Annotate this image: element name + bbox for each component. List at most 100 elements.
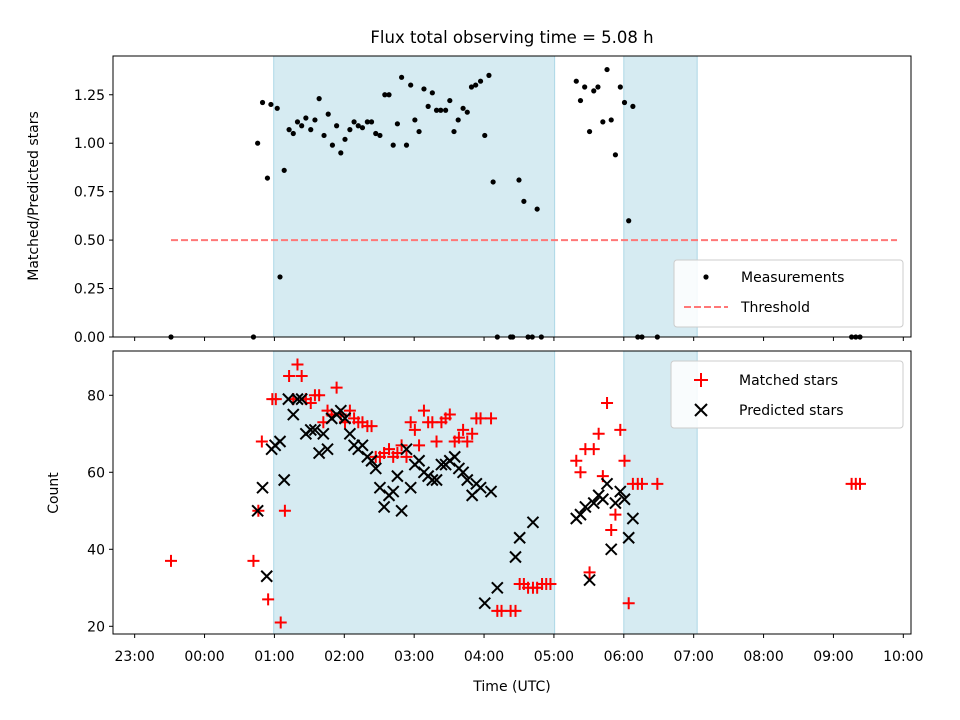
matched-star-point (544, 577, 557, 590)
predicted-star-point (321, 442, 334, 456)
measurement-point (277, 274, 283, 280)
x-tick-label: 08:00 (743, 649, 783, 665)
x-tick-label: 05:00 (534, 649, 574, 665)
measurement-point (255, 140, 261, 146)
ratio-legend-box (673, 259, 904, 328)
matched-star-point (365, 420, 378, 433)
predicted-star-point (484, 485, 498, 498)
matched-star-point (592, 427, 605, 440)
predicted-star-point (395, 504, 408, 517)
predicted-star-point (456, 466, 470, 479)
measurement-point (386, 92, 392, 98)
measurement-point (534, 206, 540, 212)
matched-star-point (247, 554, 260, 567)
measurement-point (447, 97, 453, 104)
ratio-x-axis-ticks (134, 337, 904, 341)
observing-band-0 (273, 55, 556, 338)
matched-star-point (601, 396, 614, 409)
measurement-point (347, 127, 353, 133)
predicted-star-point (526, 516, 540, 529)
predicted-star-point (626, 512, 640, 525)
predicted-star-point (291, 392, 304, 406)
predicted-star-point (256, 481, 269, 494)
measurement-point (359, 125, 366, 131)
measurement-point (403, 142, 410, 148)
predicted-star-point (491, 581, 504, 595)
count-y-tick-label: 60 (87, 465, 105, 481)
measurement-point (373, 130, 379, 137)
predicted-star-point (356, 439, 369, 452)
measurement-point (321, 132, 327, 139)
legend-predicted-label: Predicted stars (739, 403, 844, 419)
predicted-star-point (622, 531, 635, 544)
ratio-legend: Measurements Threshold (673, 259, 904, 328)
measurement-point (612, 152, 619, 158)
matched-star-point (330, 381, 343, 394)
count-y-tick-label: 40 (87, 542, 105, 558)
predicted-star-point (312, 446, 326, 460)
ratio-panel: 0.00 0.25 0.50 0.75 1.00 1.25 Matched/Predict… (26, 55, 912, 346)
predicted-star-point (461, 473, 474, 487)
measurement-point (294, 119, 301, 125)
predicted-star-point (412, 454, 426, 467)
legend-predicted-marker (694, 403, 708, 417)
ratio-y-axis-ticks: 0.00 0.25 0.50 0.75 1.00 1.25 (74, 88, 113, 346)
measurement-point (394, 121, 401, 127)
legend-measurements-marker (703, 274, 709, 280)
matched-star-point (609, 508, 622, 521)
x-axis-label: Time (UTC) (472, 679, 550, 695)
predicted-star-point (596, 493, 610, 506)
matched-star-point (618, 454, 631, 467)
predicted-star-point (260, 570, 273, 583)
measurement-point (630, 103, 636, 109)
predicted-star-point (277, 473, 291, 487)
matched-star-point (400, 450, 413, 463)
measurement-point (429, 90, 435, 96)
ratio-y-axis-label: Matched/Predicted stars (26, 111, 42, 281)
measurement-point (621, 99, 628, 106)
measurement-point (286, 127, 292, 133)
measurement-point (377, 132, 383, 139)
measurement-point (433, 107, 440, 113)
ratio-panel-border (112, 55, 912, 338)
measurement-point (490, 179, 496, 185)
matched-star-point (283, 370, 296, 383)
predicted-stars-series (251, 392, 640, 610)
matched-star-point (278, 504, 291, 517)
measurement-point (259, 99, 266, 106)
matched-star-point (457, 423, 470, 436)
matched-star-point (509, 604, 522, 617)
measurement-point (412, 117, 418, 123)
ratio-y-tick-label: 0.50 (74, 233, 105, 249)
count-y-tick-label: 80 (87, 388, 105, 404)
predicted-star-point (308, 423, 322, 437)
measurement-point (477, 78, 484, 84)
predicted-star-point (579, 500, 592, 514)
predicted-star-point (391, 469, 404, 483)
matched-star-point (291, 358, 304, 371)
legend-matched-label: Matched stars (739, 373, 838, 389)
predicted-star-point (587, 496, 600, 510)
measurement-point (316, 96, 322, 102)
measurement-point (451, 128, 457, 135)
measurement-point (460, 105, 466, 111)
predicted-star-point (605, 543, 618, 556)
predicted-star-point (287, 408, 300, 421)
matched-star-point (635, 477, 648, 490)
ratio-observing-bands (273, 55, 698, 338)
measurement-point (290, 130, 296, 137)
measurement-point (368, 119, 375, 125)
measurement-point (281, 167, 287, 173)
count-legend-box (670, 360, 904, 429)
predicted-star-point (478, 596, 491, 610)
matched-star-point (485, 412, 498, 425)
measurement-point (299, 123, 305, 129)
matched-star-point (614, 423, 627, 436)
predicted-star-point (282, 392, 295, 406)
measurement-point (264, 175, 271, 181)
measurement-point (351, 119, 357, 125)
matched-star-point (262, 593, 275, 606)
measurement-point (464, 109, 470, 115)
predicted-star-point (574, 508, 587, 521)
measurement-point (516, 177, 522, 183)
